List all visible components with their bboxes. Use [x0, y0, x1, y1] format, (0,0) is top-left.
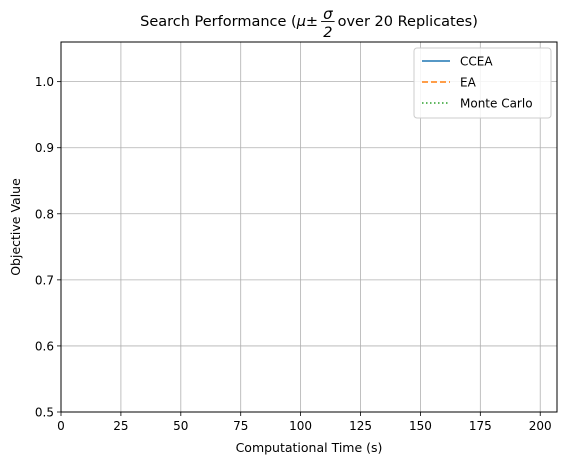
legend-label: Monte Carlo [460, 97, 533, 111]
y-axis-label: Objective Value [8, 178, 23, 276]
fraction-denominator: 2 [323, 25, 332, 41]
title-fraction: σ 2 [321, 5, 335, 41]
legend-label: EA [460, 76, 477, 90]
chart-title: Search Performance (μ± [140, 14, 318, 30]
y-tick-label: 1.0 [35, 75, 54, 89]
x-tick-label: 125 [349, 419, 372, 433]
ticks: 0 25 50 75 100 125 150 175 200 0.5 0.6 0.7 0.8 0.9 1.0 [35, 75, 552, 433]
x-tick-label: 50 [173, 419, 188, 433]
chart-title-suffix: over 20 Replicates) [338, 14, 478, 30]
x-tick-label: 175 [469, 419, 492, 433]
x-axis-label: Computational Time (s) [236, 440, 383, 455]
x-tick-label: 100 [289, 419, 312, 433]
legend-box [413, 47, 552, 119]
y-tick-label: 0.7 [35, 273, 54, 287]
grid [60, 42, 557, 413]
y-tick-label: 0.8 [35, 207, 54, 221]
y-tick-label: 0.5 [35, 406, 54, 420]
fraction-numerator: σ [323, 5, 333, 23]
y-tick-label: 0.9 [35, 141, 54, 155]
x-tick-label: 0 [57, 419, 65, 433]
x-tick-label: 200 [529, 419, 552, 433]
plot-frame [60, 41, 558, 413]
legend: CCEA EA Monte Carlo [413, 47, 552, 119]
y-tick-label: 0.6 [35, 339, 54, 353]
x-tick-label: 150 [409, 419, 432, 433]
x-tick-label: 25 [113, 419, 128, 433]
legend-label: CCEA [460, 55, 493, 69]
x-tick-label: 75 [233, 419, 248, 433]
